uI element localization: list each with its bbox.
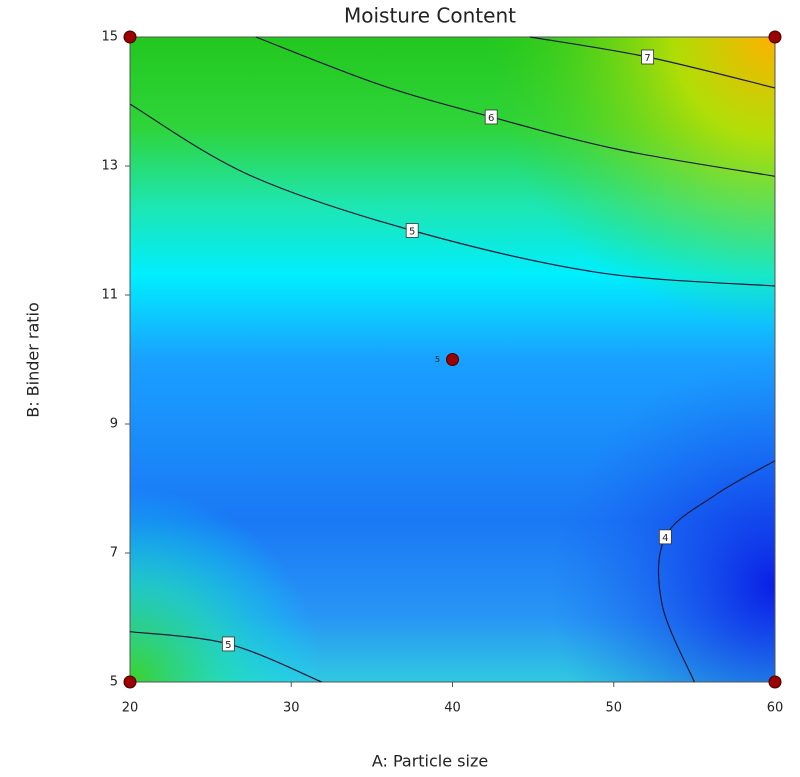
design-point [123,30,137,44]
contour-label-box [484,109,498,125]
x-tick-label: 30 [283,701,300,716]
y-tick-label: 11 [101,288,118,303]
design-point [446,353,459,366]
contour-label: 5 [225,640,231,651]
contour-label-box [641,49,655,65]
y-axis-label: B: Binder ratio [24,302,43,418]
point-annotation: 5 [435,355,440,364]
contour-label: 6 [488,113,494,124]
design-point [768,675,782,689]
contour-label-box [405,223,419,238]
design-point [768,30,782,44]
x-tick-label: 50 [605,701,622,716]
contour-label: 7 [644,53,650,64]
y-tick-label: 13 [101,159,118,174]
x-tick-label: 20 [122,701,139,716]
contour-label: 5 [409,227,415,238]
contour-label-box [221,636,235,652]
y-tick-label: 5 [110,675,118,690]
y-tick-label: 15 [101,30,118,45]
x-tick-label: 60 [767,701,784,716]
design-point [123,675,137,689]
contour-label-box [658,529,672,545]
y-tick-label: 7 [110,546,118,561]
y-tick-label: 9 [110,417,118,432]
contour-label: 4 [662,533,668,544]
x-axis-label: A: Particle size [372,752,488,771]
x-tick-label: 40 [444,701,461,716]
chart-title: Moisture Content [344,4,516,28]
